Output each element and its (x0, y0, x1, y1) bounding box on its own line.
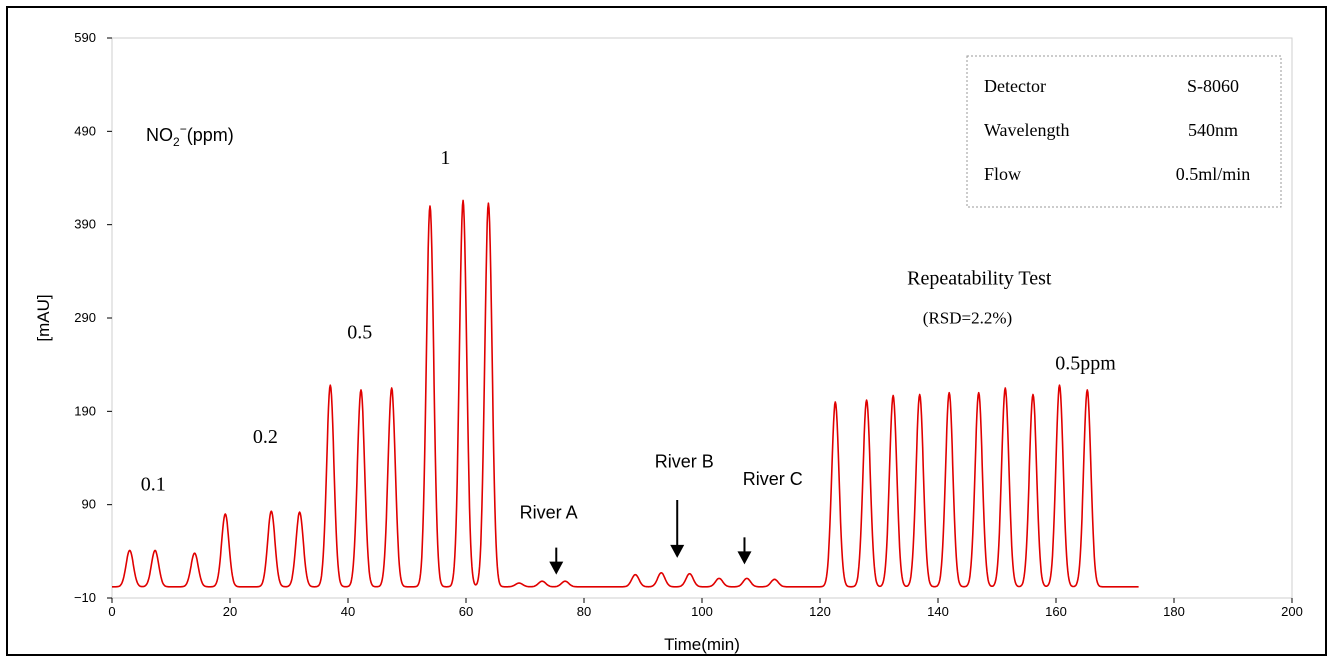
annotation-label: (RSD=2.2%) (923, 309, 1012, 328)
info-box (966, 55, 1282, 208)
info-label: Flow (984, 164, 1021, 184)
y-tick-label: 490 (74, 123, 96, 138)
chart-annotations: 0.1 0.2 0.5 1 River A River B River C Repeatabi… (141, 147, 1116, 523)
x-tick-label: 140 (927, 604, 949, 619)
arrow-head (549, 561, 564, 575)
x-axis-label: Time(min) (664, 635, 740, 654)
chromatogram-trace (111, 199, 1139, 588)
y-tick-label: 190 (74, 403, 96, 418)
info-label: Detector (984, 76, 1046, 96)
arrow-head (737, 551, 752, 565)
y-tick-label: 90 (82, 497, 96, 512)
annotation-label: 0.5 (347, 322, 372, 344)
sample-arrows (549, 500, 752, 575)
y-axis: −10 90 190 290 390 490 590 (74, 30, 112, 605)
x-tick-label: 0 (108, 604, 115, 619)
info-value: S-8060 (1187, 76, 1239, 96)
x-tick-label: 20 (223, 604, 237, 619)
annotation-label: 0.5ppm (1055, 352, 1116, 374)
annotation-label: 0.1 (141, 474, 166, 496)
arrow-head (670, 544, 685, 558)
annotation-label: River B (655, 451, 714, 471)
info-label: Wavelength (984, 120, 1070, 140)
y-tick-label: 590 (74, 30, 96, 45)
y-tick-label: 390 (74, 217, 96, 232)
x-tick-label: 100 (691, 604, 713, 619)
concentration-label: NO2−(ppm) (146, 122, 234, 149)
x-axis: 0 20 40 60 80 100 120 140 160 180 200 (108, 598, 1303, 619)
y-tick-label: −10 (74, 590, 96, 605)
annotation-label: Repeatability Test (907, 267, 1052, 289)
x-tick-label: 40 (341, 604, 355, 619)
x-tick-label: 80 (577, 604, 591, 619)
y-tick-label: 290 (74, 310, 96, 325)
y-axis-label: [mAU] (34, 294, 53, 341)
annotation-label: 1 (440, 147, 450, 169)
x-tick-label: 200 (1281, 604, 1303, 619)
info-value: 0.5ml/min (1176, 164, 1251, 184)
info-box-content: Detector S-8060 Wavelength 540nm Flow 0.5ml/m… (984, 76, 1250, 184)
annotation-label: River A (520, 503, 578, 523)
info-value: 540nm (1188, 120, 1238, 140)
annotation-label: River C (743, 469, 803, 489)
x-tick-label: 120 (809, 604, 831, 619)
x-tick-label: 180 (1163, 604, 1185, 619)
x-tick-label: 160 (1045, 604, 1067, 619)
x-tick-label: 60 (459, 604, 473, 619)
annotation-label: 0.2 (253, 426, 278, 448)
